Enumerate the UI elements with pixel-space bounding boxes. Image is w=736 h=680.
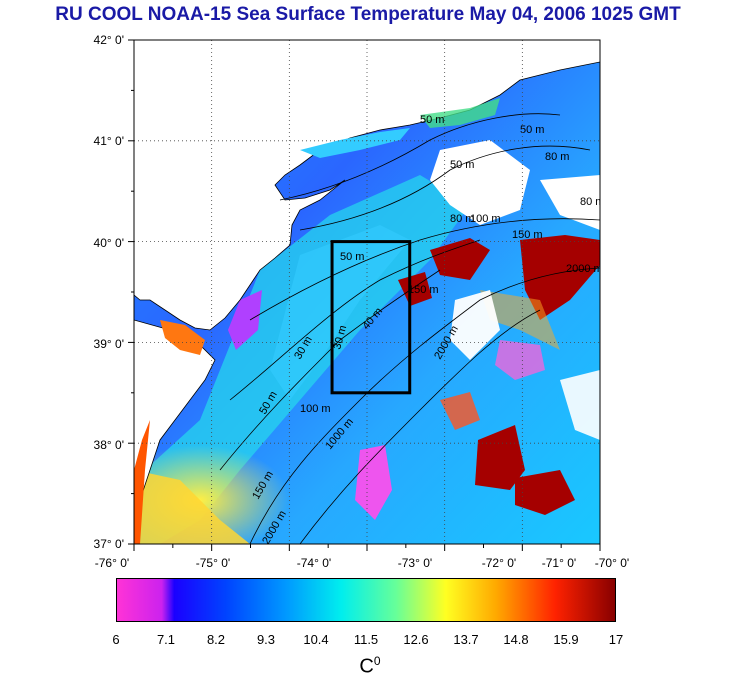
warm-eddy [475, 425, 525, 490]
lat-tick-label: 39° 0' [93, 337, 124, 351]
colorbar-tick-label: 13.7 [453, 632, 479, 647]
contour-label: 50 m [520, 124, 544, 136]
colorbar-unit-superscript: 0 [373, 654, 381, 668]
warm-water-coastal [134, 470, 250, 544]
cold-patch [228, 290, 262, 350]
cold-patch [355, 445, 392, 520]
contour-label: 80 m [580, 196, 604, 208]
colorbar-tick-label: 8.2 [206, 632, 226, 647]
contour-label: 50 m [450, 159, 474, 171]
contour-label: 100 m [470, 213, 501, 225]
colorbar-tick-label: 12.6 [403, 632, 429, 647]
cloud-cover [560, 370, 600, 440]
colorbar-tick-label: 11.5 [353, 632, 379, 647]
long-island-sound [300, 128, 410, 158]
lat-tick-label: 38° 0' [93, 438, 124, 452]
contour-line [299, 309, 541, 544]
map-plot-area: 50 m 50 m 50 m 80 m 80 m 100 m 80 m 150 … [134, 40, 604, 544]
colorbar-unit: C [359, 655, 374, 678]
contour-line [279, 113, 561, 201]
lon-tick-label: -70° 0' [594, 556, 630, 570]
contour-line [229, 239, 481, 401]
contour-label: 80 m [450, 213, 474, 225]
cloud-cover [540, 175, 600, 230]
lat-tick-label: 42° 0' [93, 33, 124, 47]
contour-line [249, 218, 600, 321]
contour-label: 50 m [340, 251, 364, 263]
cold-patch [495, 340, 545, 380]
colorbar-tick-label: 17 [608, 632, 624, 647]
chesapeake-coastal-water [134, 420, 150, 544]
warm-patch [480, 290, 560, 350]
shelf-patch [270, 225, 410, 400]
delaware-bay [160, 320, 205, 355]
colorbar-unit-label: C0 [340, 654, 400, 679]
colorbar-tick-label: 10.4 [303, 632, 329, 647]
contour-label: 80 m [545, 151, 569, 163]
lon-tick-label: -72° 0' [481, 556, 517, 570]
lon-tick-label: -74° 0' [296, 556, 332, 570]
map-title: RU COOL NOAA-15 Sea Surface Temperature … [55, 4, 681, 25]
warm-eddy [398, 272, 432, 306]
warm-eddy [515, 470, 575, 515]
contour-label: 50 m [420, 114, 444, 126]
lat-tick-label: 41° 0' [93, 134, 124, 148]
bathymetry-contours [219, 113, 600, 544]
lon-tick-label: -76° 0' [94, 556, 130, 570]
lon-tick-label: -71° 0' [541, 556, 577, 570]
contour-label: 100 m [300, 403, 331, 415]
lon-tick-label: -75° 0' [195, 556, 231, 570]
colorbar-tick-label: 14.8 [503, 632, 529, 647]
temperature-colorbar [116, 578, 616, 622]
cloud-cover [430, 140, 530, 225]
buzzards-bay-water [420, 98, 500, 128]
colorbar-tick-label: 15.9 [553, 632, 579, 647]
colorbar-tick-label: 9.3 [256, 632, 276, 647]
lon-tick-label: -73° 0' [397, 556, 433, 570]
colorbar-tick-label: 7.1 [156, 632, 176, 647]
contour-label: 150 m [408, 284, 439, 296]
lat-tick-label: 37° 0' [93, 537, 124, 551]
contour-line [299, 145, 591, 231]
contour-label: 150 m [512, 229, 543, 241]
axis-ticks [128, 39, 601, 551]
contour-label: 2000 m [566, 263, 603, 275]
lat-tick-label: 40° 0' [93, 236, 124, 250]
warm-patch [440, 392, 480, 430]
warm-eddy [520, 235, 600, 320]
study-area-box [330, 240, 412, 395]
colorbar-tick-label: 6 [112, 632, 120, 647]
